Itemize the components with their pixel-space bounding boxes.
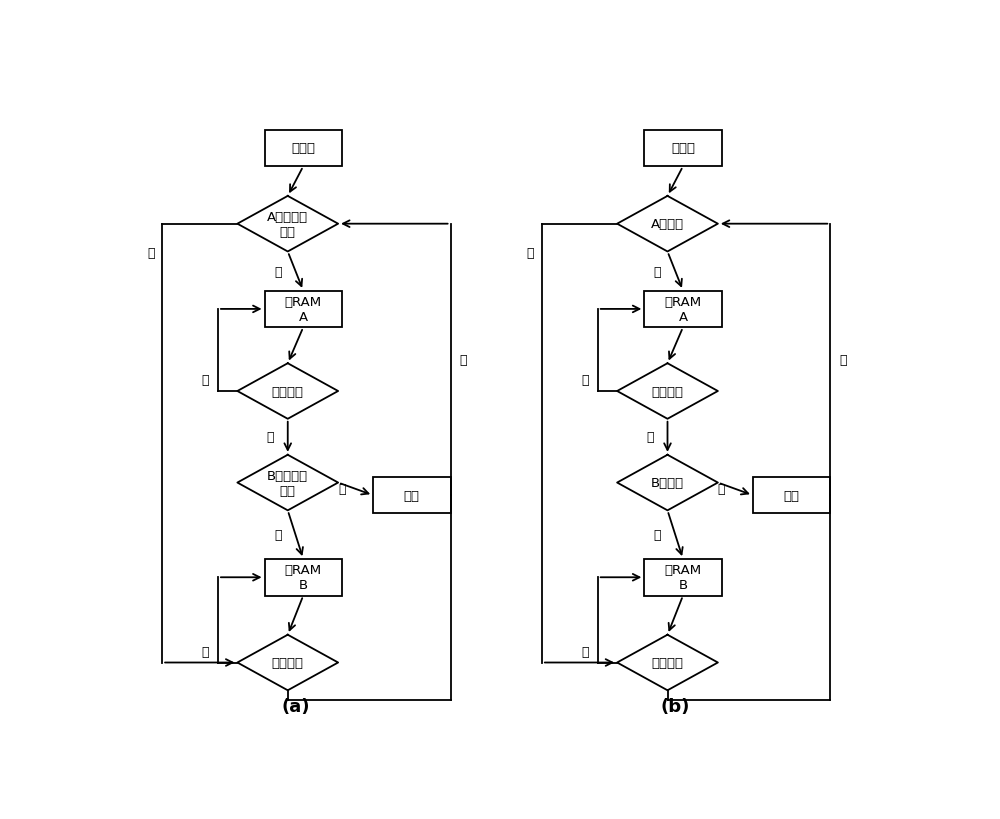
Polygon shape — [237, 364, 338, 419]
Text: 等待: 等待 — [404, 489, 420, 502]
Text: 否: 否 — [201, 373, 209, 387]
Text: (b): (b) — [661, 697, 690, 715]
Text: 写完一行: 写完一行 — [272, 656, 304, 669]
Text: A被写完: A被写完 — [651, 218, 684, 231]
Text: 是: 是 — [274, 528, 282, 541]
Text: 否: 否 — [581, 645, 588, 658]
Bar — [264, 292, 342, 328]
Polygon shape — [237, 455, 338, 511]
Text: 读RAM
A: 读RAM A — [664, 296, 702, 324]
Text: 是: 是 — [274, 265, 282, 278]
Text: A空（被读
完）: A空（被读 完） — [267, 210, 308, 238]
Text: 否: 否 — [581, 373, 588, 387]
Text: 是: 是 — [646, 431, 654, 444]
Text: 读完一行: 读完一行 — [652, 385, 684, 398]
Bar — [753, 477, 830, 514]
Text: 否: 否 — [718, 482, 725, 495]
Bar — [644, 130, 722, 167]
Polygon shape — [617, 455, 718, 511]
Bar — [644, 292, 722, 328]
Polygon shape — [617, 364, 718, 419]
Text: 否: 否 — [201, 645, 209, 658]
Text: 写RAM
B: 写RAM B — [285, 563, 322, 591]
Text: 写开始: 写开始 — [291, 143, 315, 156]
Text: 写RAM
A: 写RAM A — [285, 296, 322, 324]
Text: 读RAM
B: 读RAM B — [664, 563, 702, 591]
Text: 否: 否 — [147, 247, 154, 260]
Bar — [264, 559, 342, 596]
Text: B空（被读
完）: B空（被读 完） — [267, 469, 308, 497]
Text: (a): (a) — [281, 697, 310, 715]
Text: 是: 是 — [654, 528, 661, 541]
Polygon shape — [617, 197, 718, 252]
Polygon shape — [237, 197, 338, 252]
Text: 否: 否 — [338, 482, 345, 495]
Text: 是: 是 — [840, 354, 847, 366]
Polygon shape — [237, 635, 338, 690]
Text: 读开始: 读开始 — [671, 143, 695, 156]
Polygon shape — [617, 635, 718, 690]
Bar — [264, 130, 342, 167]
Text: 等待: 等待 — [784, 489, 800, 502]
Text: 读完一行: 读完一行 — [652, 656, 684, 669]
Bar — [373, 477, 450, 514]
Text: 否: 否 — [527, 247, 534, 260]
Text: 是: 是 — [460, 354, 467, 366]
Text: 是: 是 — [654, 265, 661, 278]
Text: 写完一行: 写完一行 — [272, 385, 304, 398]
Text: B被写完: B被写完 — [651, 477, 684, 490]
Text: 是: 是 — [266, 431, 274, 444]
Bar — [644, 559, 722, 596]
